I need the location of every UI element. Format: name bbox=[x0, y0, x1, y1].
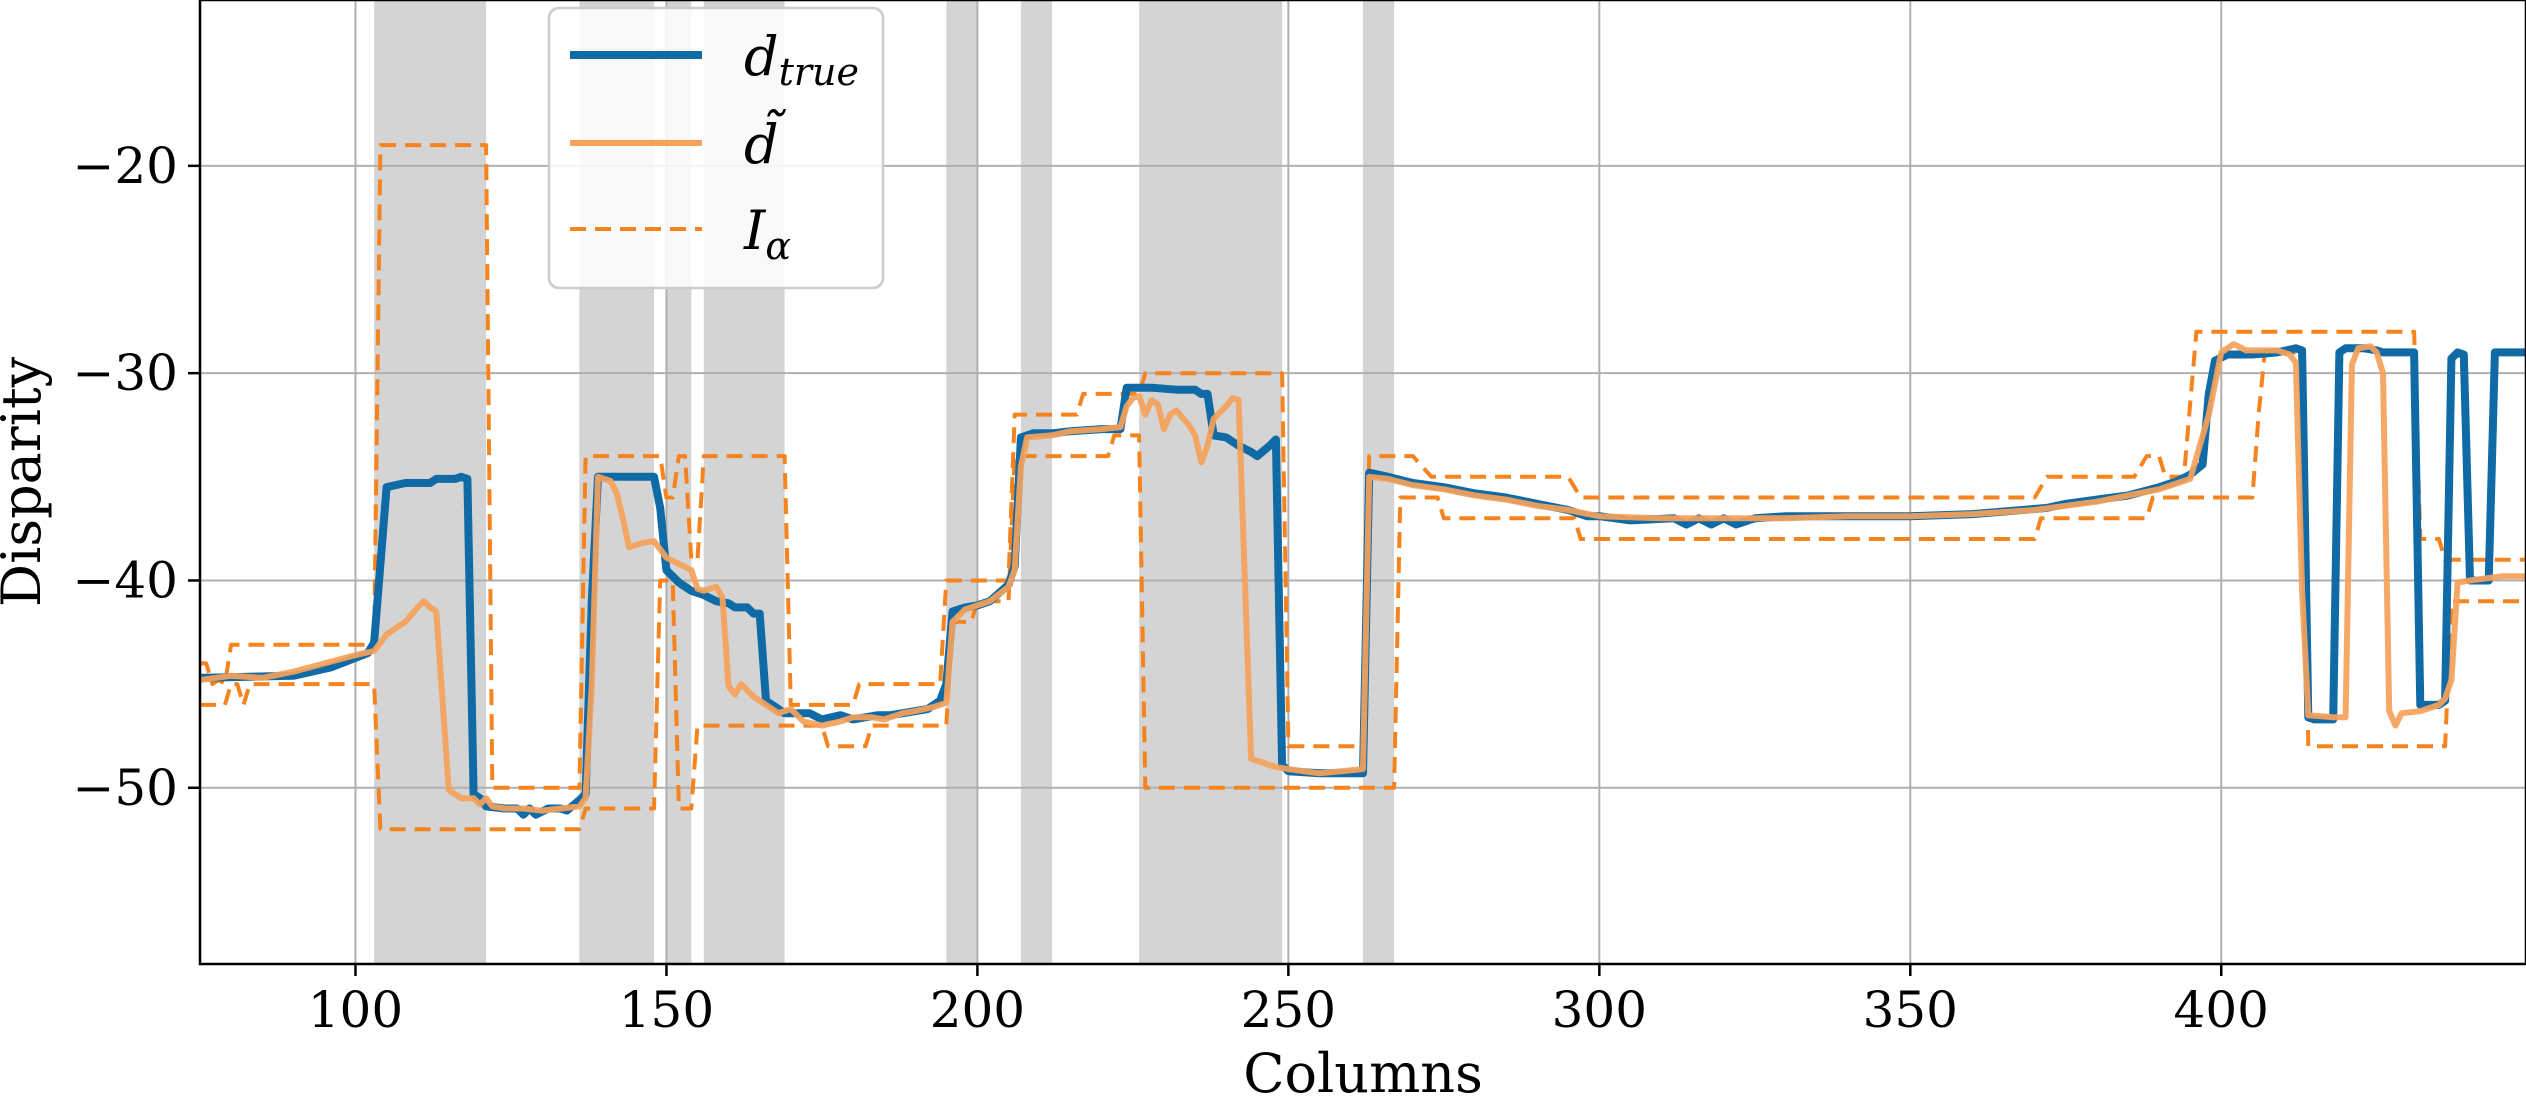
legend-main-ialpha: I bbox=[743, 199, 767, 262]
y-tick-label--50: −50 bbox=[72, 759, 178, 817]
y-tick-label--20: −20 bbox=[72, 137, 178, 195]
y-tick-label--40: −40 bbox=[72, 551, 178, 609]
legend-box bbox=[547, 6, 885, 290]
x-tick-label-100: 100 bbox=[308, 981, 403, 1039]
y-axis-label: Disparity bbox=[0, 356, 53, 607]
legend-sub-ialpha: α bbox=[765, 224, 791, 268]
series-I-alpha-lower bbox=[200, 350, 2526, 832]
shaded-region-4 bbox=[946, 0, 978, 964]
legend-label-dtrue: dtrue bbox=[744, 25, 859, 94]
x-tick-label-250: 250 bbox=[1241, 981, 1336, 1039]
x-tick-label-400: 400 bbox=[2174, 981, 2269, 1039]
legend-main-dtrue: d bbox=[744, 25, 779, 88]
x-axis-label: Columns bbox=[1243, 1042, 1483, 1100]
x-tick-label-350: 350 bbox=[1863, 981, 1958, 1039]
series-d-tilde bbox=[200, 341, 2526, 814]
x-tick-label-150: 150 bbox=[619, 981, 714, 1039]
legend: dtrue d̃ Iα bbox=[547, 6, 885, 290]
x-tick-label-200: 200 bbox=[930, 981, 1025, 1039]
axis-ticks: 100 150 200 250 300 350 400 −20 −30 −40 −50 bbox=[72, 137, 2269, 1039]
shaded-region-5 bbox=[1020, 0, 1053, 964]
legend-sub-dtrue: true bbox=[779, 50, 859, 94]
plot-frame bbox=[198, 0, 2526, 966]
legend-label-ialpha: Iα bbox=[743, 199, 791, 268]
x-tick-label-300: 300 bbox=[1552, 981, 1647, 1039]
series-lines bbox=[200, 143, 2526, 832]
y-tick-label--30: −30 bbox=[72, 344, 178, 402]
shaded-region-6 bbox=[1139, 0, 1283, 964]
